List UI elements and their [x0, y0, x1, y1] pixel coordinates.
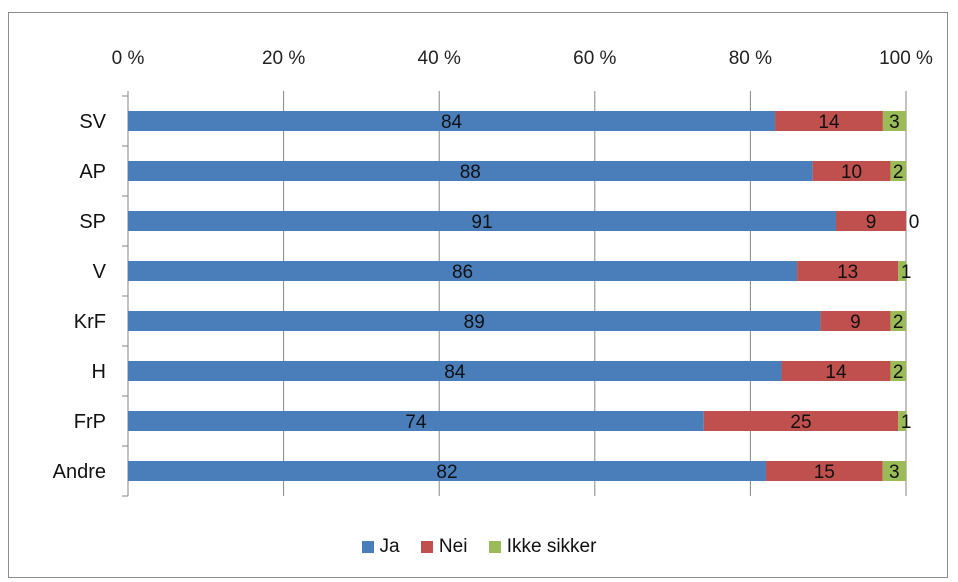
x-tick-label-4: 80 % [729, 48, 772, 69]
data-label-ja-sv: 84 [441, 112, 463, 133]
category-label-v: V [93, 261, 107, 283]
category-label-krf: KrF [74, 311, 106, 333]
bar-ikke-sikker-sv [882, 111, 906, 131]
bar-ja-frp [128, 411, 704, 431]
bar-nei-h [781, 361, 891, 381]
bar-ikke-sikker-frp [898, 411, 906, 431]
x-tick-label-2: 40 % [418, 48, 461, 69]
bar-nei-frp [703, 411, 899, 431]
data-label-ja-sp: 91 [471, 212, 492, 233]
x-tick-label-3: 60 % [573, 48, 616, 69]
bar-ikke-sikker-andre [882, 461, 906, 481]
legend-item-ja: Ja [361, 536, 400, 558]
bar-ja-sp [128, 211, 836, 231]
bar-ikke-sikker-h [890, 361, 906, 381]
bar-nei-andre [765, 461, 883, 481]
data-label-nei-v: 13 [837, 262, 858, 283]
data-label-nei-h: 14 [825, 362, 847, 383]
bar-ja-andre [128, 461, 766, 481]
data-label-ikke-sikker-v: 1 [901, 262, 912, 283]
data-label-nei-sp: 9 [866, 212, 877, 233]
data-label-nei-sv: 14 [818, 112, 840, 133]
x-tick-label-1: 20 % [262, 48, 305, 69]
data-label-ikke-sikker-andre: 3 [889, 462, 900, 483]
legend-label-ikke-sikker: Ikke sikker [506, 536, 597, 557]
chart-frame [8, 12, 948, 578]
legend-item-nei: Nei [420, 536, 468, 558]
bar-nei-v [797, 261, 899, 281]
bar-nei-sv [775, 111, 883, 131]
data-label-nei-krf: 9 [850, 312, 861, 333]
bar-ja-h [128, 361, 782, 381]
data-label-ja-ap: 88 [460, 162, 481, 183]
category-label-frp: FrP [74, 411, 106, 433]
legend-label-ja: Ja [379, 536, 400, 557]
data-label-ikke-sikker-sp: 0 [909, 212, 920, 233]
category-label-sv: SV [79, 111, 106, 133]
bar-ja-v [128, 261, 798, 281]
x-tick-label-0: 0 % [112, 48, 145, 69]
data-label-ja-frp: 74 [405, 412, 427, 433]
data-label-ja-krf: 89 [464, 312, 485, 333]
data-label-ja-v: 86 [452, 262, 473, 283]
data-label-ikke-sikker-ap: 2 [893, 162, 904, 183]
x-tick-label-5: 100 % [879, 48, 933, 69]
bar-nei-krf [820, 311, 891, 331]
data-label-ikke-sikker-sv: 3 [889, 112, 900, 133]
bar-ikke-sikker-ap [890, 161, 906, 181]
data-label-nei-ap: 10 [841, 162, 862, 183]
bar-ikke-sikker-v [898, 261, 906, 281]
data-label-ikke-sikker-h: 2 [893, 362, 904, 383]
legend-item-ikke-sikker: Ikke sikker [488, 536, 597, 558]
legend: Ja Nei Ikke sikker [0, 536, 958, 559]
category-label-ap: AP [79, 161, 106, 183]
bar-nei-ap [812, 161, 891, 181]
bar-ja-krf [128, 311, 821, 331]
legend-swatch-ikke-sikker [488, 541, 501, 553]
bar-nei-sp [835, 211, 906, 231]
bar-ja-ap [128, 161, 813, 181]
data-label-nei-frp: 25 [790, 412, 811, 433]
bar-ikke-sikker-krf [890, 311, 906, 331]
legend-swatch-nei [420, 541, 433, 553]
legend-swatch-ja [361, 541, 374, 553]
category-label-h: H [92, 361, 106, 383]
bar-ja-sv [128, 111, 776, 131]
data-label-ikke-sikker-krf: 2 [893, 312, 904, 333]
data-label-ikke-sikker-frp: 1 [901, 412, 912, 433]
data-label-nei-andre: 15 [814, 462, 835, 483]
data-label-ja-andre: 82 [436, 462, 457, 483]
data-label-ja-h: 84 [444, 362, 466, 383]
category-label-sp: SP [79, 211, 106, 233]
legend-label-nei: Nei [438, 536, 468, 557]
category-label-andre: Andre [53, 461, 106, 483]
